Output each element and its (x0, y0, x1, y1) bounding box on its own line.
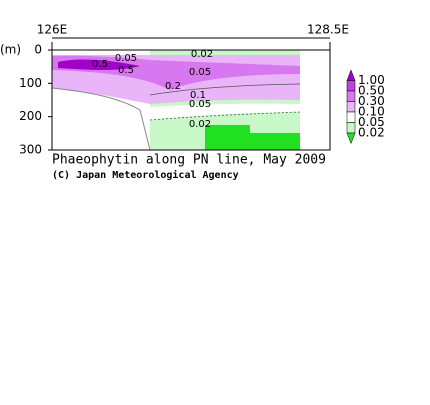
contour-label: 0.05 (189, 99, 211, 110)
y-tick-label: 200 (19, 109, 42, 123)
contour-label: 0.5 (92, 59, 108, 70)
contour-label: 0.05 (189, 67, 211, 78)
y-tick-label: 300 (19, 143, 42, 157)
contour-label: 0.02 (191, 49, 213, 60)
x-label: 128.5E (307, 23, 349, 37)
legend-label: 0.02 (358, 126, 385, 140)
top-ticks (51, 37, 331, 50)
legend-label: 0.30 (358, 94, 385, 108)
legend-label: 0.50 (358, 84, 385, 98)
colorbar-segment (346, 122, 356, 134)
contour-line (149, 83, 301, 96)
y-tick-label: 100 (19, 76, 42, 90)
contour-label: 0.02 (189, 119, 211, 130)
y-label: (m) (0, 43, 21, 57)
region-dark (58, 59, 140, 70)
y-tick-label: 0 (34, 43, 42, 57)
region-mid (150, 103, 300, 120)
land (51, 87, 151, 151)
colorbar-arrow (346, 132, 356, 145)
legend-label: 1.00 (358, 73, 385, 87)
legend-label: 0.05 (358, 115, 385, 129)
colorbar-segment (346, 111, 356, 123)
contour-label: 0.05 (115, 53, 137, 64)
colorbar-segment (346, 101, 356, 113)
contour-label: 0.1 (190, 90, 206, 101)
region-lowest (205, 125, 300, 150)
colorbar-arrow (346, 69, 356, 81)
chart-title: Phaeophytin along PN line, May 2009 (52, 153, 326, 168)
contour-field (51, 50, 301, 151)
contour-line (149, 111, 301, 121)
credit: (C) Japan Meteorological Agency (52, 169, 239, 181)
contour-label: 0.2 (165, 81, 181, 92)
x-label: 126E (37, 23, 68, 37)
colorbar-segment (346, 90, 356, 102)
contour-label: 0.5 (118, 65, 134, 76)
colorbar-segment (346, 80, 356, 92)
plot-frame (51, 49, 331, 151)
legend-label: 0.10 (358, 105, 385, 119)
